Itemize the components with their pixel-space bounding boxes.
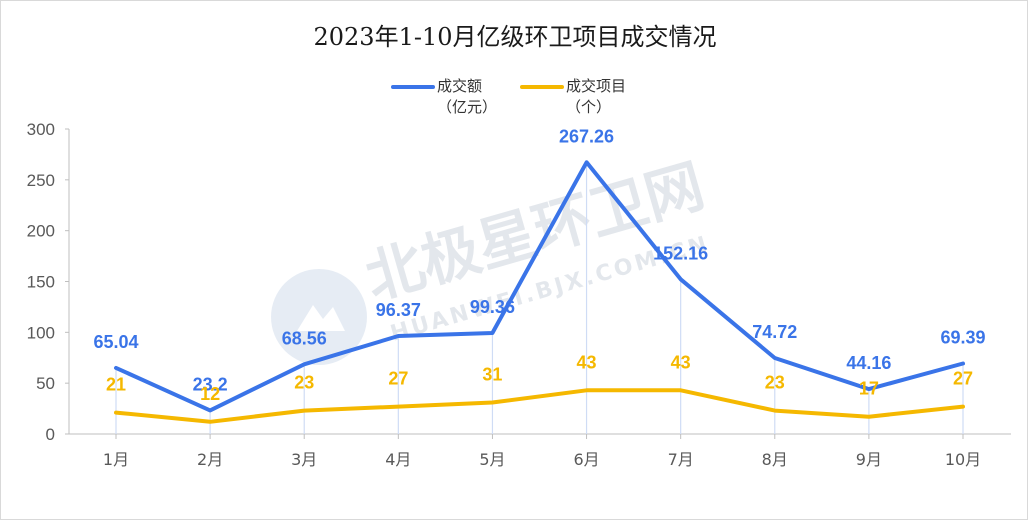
x-axis: 1月 2月 3月 4月 5月 6月 7月 8月 9月 10月 [69,433,1011,469]
legend-item-amount: 成交额 （亿元） [391,77,497,116]
watermark-logo-icon [271,269,367,365]
y-tick-label: 200 [27,222,55,241]
y-tick-label: 250 [27,171,55,190]
x-tick-label: 2月 [197,450,223,469]
x-tick-label: 9月 [856,450,882,469]
x-tick-label: 6月 [573,450,599,469]
data-label-count: 43 [577,352,597,372]
data-label-count: 12 [200,384,220,404]
drop-lines [115,162,964,434]
x-tick-label: 7月 [668,450,694,469]
data-label-count: 17 [859,379,879,399]
data-label-count: 31 [482,364,502,384]
data-label-amount: 23.2 [193,374,228,394]
x-tick-label: 10月 [945,450,981,469]
y-tick-label: 300 [27,120,55,139]
legend-label-amount-line1: 成交额 [437,77,482,95]
legend: 成交额 （亿元） 成交项目 （个） [391,77,626,116]
y-tick-label: 0 [46,425,55,444]
legend-label-count-line2: （个） [566,98,611,116]
y-axis: 0 50 100 150 200 250 300 [27,120,70,444]
data-label-count: 27 [953,369,973,389]
data-label-amount: 96.37 [376,300,421,320]
chart-title: 2023年1-10月亿级环卫项目成交情况 [314,23,717,51]
series-line-amount [114,160,965,413]
watermark-mountain-icon [297,305,345,331]
x-tick-label: 4月 [385,450,411,469]
series-line-count [114,388,965,424]
data-label-count: 23 [294,373,314,393]
data-label-amount: 99.36 [470,297,515,317]
y-tick-label: 50 [36,374,55,393]
data-label-amount: 44.16 [846,353,891,373]
legend-item-count: 成交项目 （个） [520,77,626,116]
data-label-amount: 65.04 [93,332,138,352]
data-label-count: 43 [671,352,691,372]
data-label-amount: 74.72 [752,322,797,342]
data-label-count: 27 [388,369,408,389]
data-label-amount: 267.26 [559,126,614,146]
y-tick-label: 100 [27,323,55,342]
data-labels: 65.04 23.2 68.56 96.37 99.36 267.26 152.16 74.7… [93,126,985,404]
legend-label-amount-line2: （亿元） [437,98,497,116]
data-label-amount: 152.16 [653,243,708,263]
series-lines [114,160,965,424]
y-tick-label: 150 [27,273,55,292]
data-label-count: 23 [765,373,785,393]
legend-label-count-line1: 成交项目 [566,77,626,95]
x-tick-label: 8月 [762,450,788,469]
x-tick-label: 5月 [479,450,505,469]
data-label-amount: 68.56 [282,328,327,348]
x-tick-label: 1月 [103,450,129,469]
data-label-amount: 69.39 [940,327,985,347]
x-tick-label: 3月 [291,450,317,469]
data-label-count: 21 [106,375,126,395]
